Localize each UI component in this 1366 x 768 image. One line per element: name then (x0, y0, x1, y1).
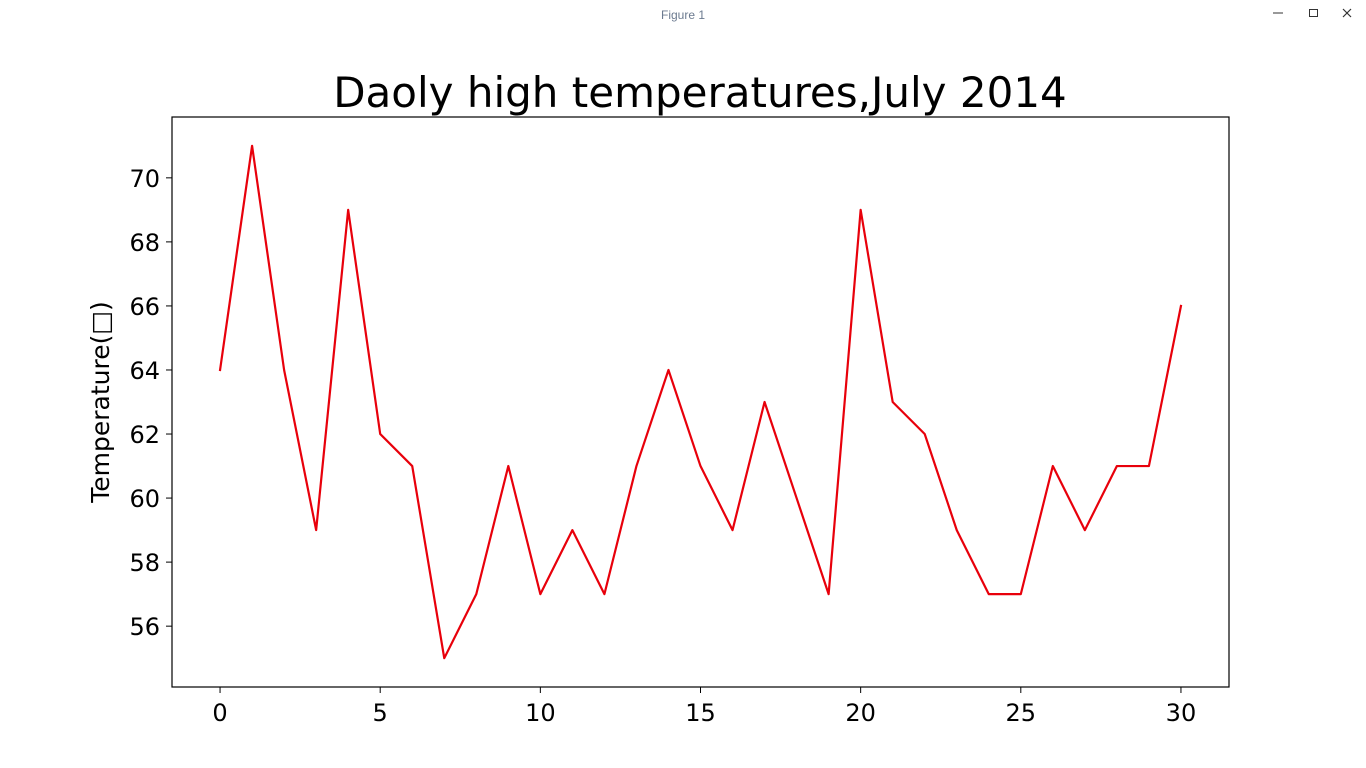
y-tick-label: 66 (129, 293, 160, 321)
y-tick-label: 70 (129, 165, 160, 193)
maximize-button[interactable] (1298, 2, 1328, 24)
y-tick-label: 60 (129, 485, 160, 513)
close-icon (1342, 8, 1352, 18)
x-tick-label: 5 (373, 699, 388, 727)
close-button[interactable] (1332, 2, 1362, 24)
x-tick-label: 15 (685, 699, 716, 727)
maximize-icon (1309, 9, 1318, 17)
window-title: Figure 1 (660, 8, 706, 22)
y-tick-label: 58 (129, 549, 160, 577)
title-bar: Figure 1 (0, 0, 1366, 30)
plot-area: 0 5 10 15 20 25 30 56 58 60 62 64 66 68 70 (129, 116, 1230, 727)
minimize-icon (1273, 12, 1283, 14)
minimize-button[interactable] (1263, 2, 1293, 24)
x-tick-label: 30 (1166, 699, 1197, 727)
x-tick-label: 25 (1006, 699, 1037, 727)
y-tick-label: 56 (129, 613, 160, 641)
chart-title: Daoly high temperatures,July 2014 (333, 68, 1067, 117)
series-line (218, 144, 1183, 660)
x-tick-label: 0 (212, 699, 227, 727)
plot-frame (171, 116, 1230, 688)
y-tick-label: 62 (129, 421, 160, 449)
y-tick-label: 64 (129, 357, 160, 385)
y-axis-title: Temperature(□) (86, 301, 115, 504)
x-tick-label: 20 (845, 699, 876, 727)
y-tick-label: 68 (129, 229, 160, 257)
x-tick-label: 10 (525, 699, 556, 727)
